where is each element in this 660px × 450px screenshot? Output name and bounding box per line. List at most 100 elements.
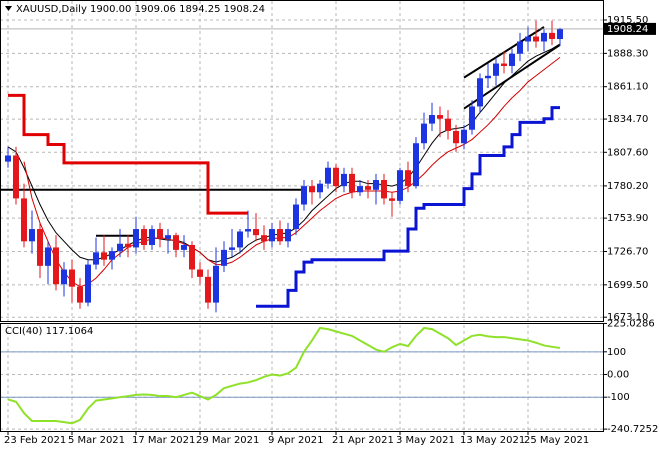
candle-body	[245, 229, 251, 232]
candle-body	[349, 173, 355, 193]
candle-body	[421, 123, 427, 144]
candle-body	[229, 247, 235, 250]
candle-body	[101, 252, 107, 260]
y-tick-label: 225.0286	[607, 318, 655, 329]
candle-body	[213, 265, 219, 303]
candle-body	[381, 180, 387, 199]
price-label: 1908.24	[607, 24, 648, 35]
y-tick-label: 1673.10	[607, 312, 648, 323]
chart-title: XAUUSD,Daily 1900.00 1909.06 1894.25 190…	[16, 4, 265, 15]
candle-body	[85, 264, 91, 303]
candle-body	[453, 130, 459, 144]
candle-body	[13, 155, 19, 199]
y-tick-label: 1699.50	[607, 280, 648, 291]
candle-body	[277, 229, 283, 242]
candle-body	[165, 235, 171, 239]
candle-body	[549, 32, 555, 40]
cci-line	[7, 326, 561, 425]
candle-body	[93, 252, 99, 265]
candle-body	[533, 36, 539, 42]
x-tick-label: 23 Feb 2021	[4, 435, 66, 446]
candle-body	[69, 269, 75, 287]
y-tick-label: -100	[607, 392, 630, 403]
y-tick-label: 1753.90	[607, 213, 648, 224]
candle-body	[413, 143, 419, 187]
main-frame	[0, 0, 604, 322]
candle-body	[373, 180, 379, 190]
candle-body	[61, 269, 67, 285]
candle-body	[37, 229, 43, 266]
candle-body	[53, 247, 59, 285]
candle-body	[197, 269, 203, 277]
candle-body	[429, 115, 435, 124]
y-tick-label: 1807.60	[607, 147, 648, 158]
candle-body	[293, 204, 299, 230]
cci-title: CCI(40) 117.1064	[5, 326, 93, 337]
candle-body	[493, 63, 499, 76]
x-tick-label: 13 May 2021	[460, 435, 525, 446]
y-tick-label: 1861.10	[607, 82, 648, 93]
candle-body	[357, 186, 363, 193]
candle-body	[205, 276, 211, 303]
x-tick-label: 25 May 2021	[524, 435, 589, 446]
candle-body	[125, 243, 131, 248]
candle-body	[221, 249, 227, 266]
y-tick-label: -240.7252	[607, 424, 658, 435]
indicator-line	[256, 106, 560, 308]
candle-body	[117, 243, 123, 252]
candle-body	[269, 229, 275, 242]
candle-body	[29, 229, 35, 242]
y-tick-label: 1726.70	[607, 246, 648, 257]
candle-body	[141, 229, 147, 245]
x-tick-label: 3 May 2021	[396, 435, 455, 446]
indicator-line	[8, 93, 248, 215]
candle-body	[5, 155, 11, 162]
candle-body	[45, 247, 51, 266]
candle-body	[149, 229, 155, 245]
y-tick-label: 1888.30	[607, 48, 648, 59]
y-tick-label: 1780.20	[607, 181, 648, 192]
x-tick-label: 29 Mar 2021	[196, 435, 259, 446]
x-tick-label: 17 Mar 2021	[132, 435, 195, 446]
candle-body	[477, 78, 483, 107]
candle-body	[333, 167, 339, 187]
candle-body	[133, 229, 139, 248]
candle-body	[237, 231, 243, 248]
x-tick-label: 21 Apr 2021	[332, 435, 394, 446]
candle-body	[21, 198, 27, 242]
cci-frame	[0, 323, 604, 432]
candle-body	[309, 186, 315, 193]
candle-body	[77, 286, 83, 303]
candle-body	[253, 229, 259, 236]
menu-triangle[interactable]	[5, 6, 12, 11]
candle-body	[461, 129, 467, 144]
candle-body	[525, 36, 531, 42]
y-tick-label: 1915.50	[607, 15, 648, 26]
candle-body	[173, 235, 179, 250]
x-tick-label: 5 Mar 2021	[68, 435, 125, 446]
candle-body	[365, 186, 371, 190]
y-tick-label: 0.00	[607, 370, 629, 381]
candle-body	[485, 75, 491, 79]
y-tick-label: 100	[607, 347, 626, 358]
candle-body	[557, 28, 563, 40]
candle-body	[109, 251, 115, 260]
price-label-box	[604, 22, 656, 35]
candle-body	[181, 244, 187, 250]
candle-body	[517, 41, 523, 54]
candle-body	[469, 106, 475, 130]
x-tick-label: 9 Apr 2021	[268, 435, 323, 446]
candle-body	[501, 63, 507, 66]
candle-body	[541, 32, 547, 42]
candle-body	[325, 167, 331, 184]
candle-body	[261, 235, 267, 242]
candle-body	[301, 186, 307, 205]
plot-layer	[0, 1, 603, 431]
candle-body	[389, 198, 395, 201]
candle-body	[405, 170, 411, 187]
candle-body	[285, 229, 291, 242]
candle-body	[317, 183, 323, 193]
candle-body	[189, 244, 195, 270]
candle-body	[437, 115, 443, 119]
